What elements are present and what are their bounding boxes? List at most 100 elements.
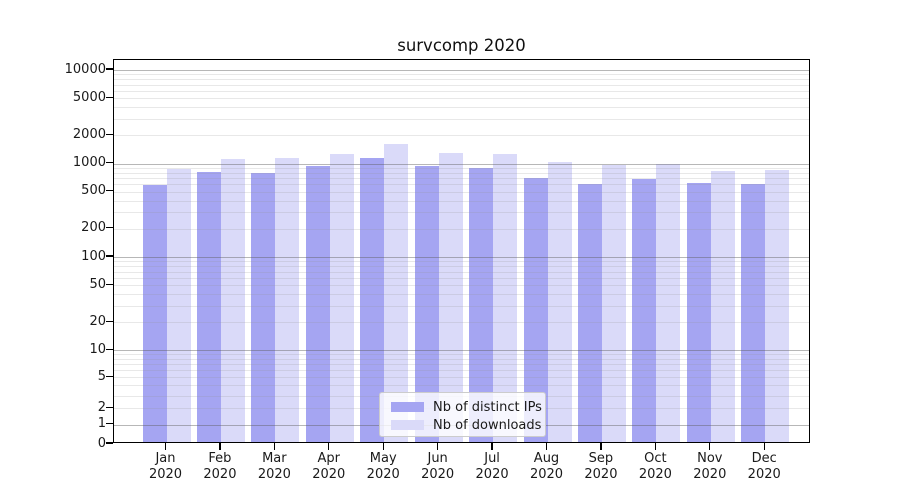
gridline-minor [114,118,809,120]
bar-nb-of-distinct-ips-mar [251,173,276,442]
bar-nb-of-distinct-ips-nov [686,182,711,442]
bar-nb-of-distinct-ips-apr [305,166,330,442]
bar-nb-of-downloads-dec [765,169,790,442]
x-tick [437,443,439,450]
x-tick-label-year: 2020 [747,466,781,482]
y-tick-label: 2000 [72,126,106,142]
x-tick-label-month: Aug [533,451,560,466]
gridline-minor [114,74,809,76]
legend-swatch-distinct-ips [391,402,424,412]
x-tick [545,443,548,450]
x-tick-label: Mar 2020 [239,451,309,482]
gridline-minor [114,79,809,81]
x-tick-label: Aug 2020 [512,451,582,482]
gridline-minor [114,370,809,372]
y-tick [106,96,113,98]
x-tick-label-year: 2020 [421,466,455,482]
x-tick [219,443,221,450]
legend-item-downloads: Nb of downloads [391,416,541,434]
gridline-minor [114,184,809,186]
gridline-minor [114,90,809,92]
gridline-minor [114,84,809,86]
gridline-major [114,163,809,165]
y-tick-label: 100 [81,248,106,264]
x-tick-label: Sep 2020 [566,451,636,482]
y-tick-label: 50 [89,276,106,292]
gridline-minor [114,285,809,287]
x-tick-label-year: 2020 [475,466,509,482]
bar-nb-of-distinct-ips-jan [142,184,167,442]
x-tick [491,443,493,450]
gridline-minor [114,261,809,263]
x-tick-label-year: 2020 [257,466,291,482]
x-tick-label-month: Mar [262,451,287,466]
gridline-minor [114,364,809,366]
x-tick-label: Jul 2020 [457,451,527,482]
bar-nb-of-downloads-nov [710,171,735,442]
y-tick-label: 500 [81,183,106,199]
bar-nb-of-downloads-oct [656,163,681,442]
y-tick-label: 200 [81,220,106,236]
x-tick [382,443,384,450]
x-tick-label-month: Jun [427,451,448,466]
bar-nb-of-distinct-ips-dec [741,183,766,442]
x-tick [328,443,330,450]
y-tick-label: 10000 [64,61,106,77]
y-tick-label: 10 [89,341,106,357]
gridline-minor [114,305,809,307]
y-tick-label: 1000 [72,155,106,171]
gridline-minor [114,178,809,179]
bar-nb-of-distinct-ips-sep [577,183,602,442]
x-tick-label-month: Feb [208,451,232,466]
gridline-minor [114,212,809,214]
x-tick-label-year: 2020 [584,466,618,482]
x-tick [164,443,167,450]
x-tick-label-year: 2020 [638,466,672,482]
bar-nb-of-downloads-apr [329,153,354,442]
y-tick-label: 1 [97,415,106,431]
x-tick-label-month: Oct [644,451,667,466]
y-tick-label: 0 [97,435,106,451]
x-tick-label-year: 2020 [529,466,564,482]
x-tick-label: May 2020 [348,451,418,482]
x-tick-label: Dec 2020 [729,451,799,482]
bar-nb-of-distinct-ips-oct [632,178,657,442]
y-tick [106,422,113,425]
x-tick-label-month: Apr [317,451,341,466]
y-tick-label: 5000 [72,89,106,105]
x-tick-label: Jun 2020 [403,451,473,482]
bar-nb-of-downloads-mar [275,157,300,442]
gridline-minor [114,277,809,279]
bar-nb-of-downloads-sep [601,164,626,442]
y-tick [106,283,113,285]
gridline-minor [114,228,809,230]
gridline-minor [114,385,809,387]
x-tick-label-month: Sep [588,451,614,466]
y-tick-label: 20 [89,313,106,329]
gridline-minor [114,266,809,268]
y-tick [106,406,113,408]
plot-area [113,59,810,443]
gridline-minor [114,167,809,169]
x-tick-label-year: 2020 [312,466,346,482]
x-tick [654,443,656,450]
gridline-major [114,257,809,258]
x-tick-label-month: Jul [484,451,500,466]
legend-label-distinct-ips: Nb of distinct IPs [433,399,542,415]
x-tick-label: Nov 2020 [675,451,745,482]
x-tick-label: Feb 2020 [185,451,255,482]
x-tick [600,443,602,450]
gridline-minor [114,271,809,273]
x-tick-label-year: 2020 [693,466,727,482]
legend-label-downloads: Nb of downloads [433,417,542,433]
y-tick [106,255,113,257]
bar-nb-of-downloads-aug [547,161,572,442]
y-tick [106,320,113,322]
gridline-major [114,70,809,72]
gridline-major [114,350,809,352]
legend-swatch-downloads [391,420,424,430]
gridline-minor [114,322,809,324]
x-tick-label-month: Nov [697,451,723,466]
gridline-minor [114,107,809,109]
x-tick [709,443,711,450]
